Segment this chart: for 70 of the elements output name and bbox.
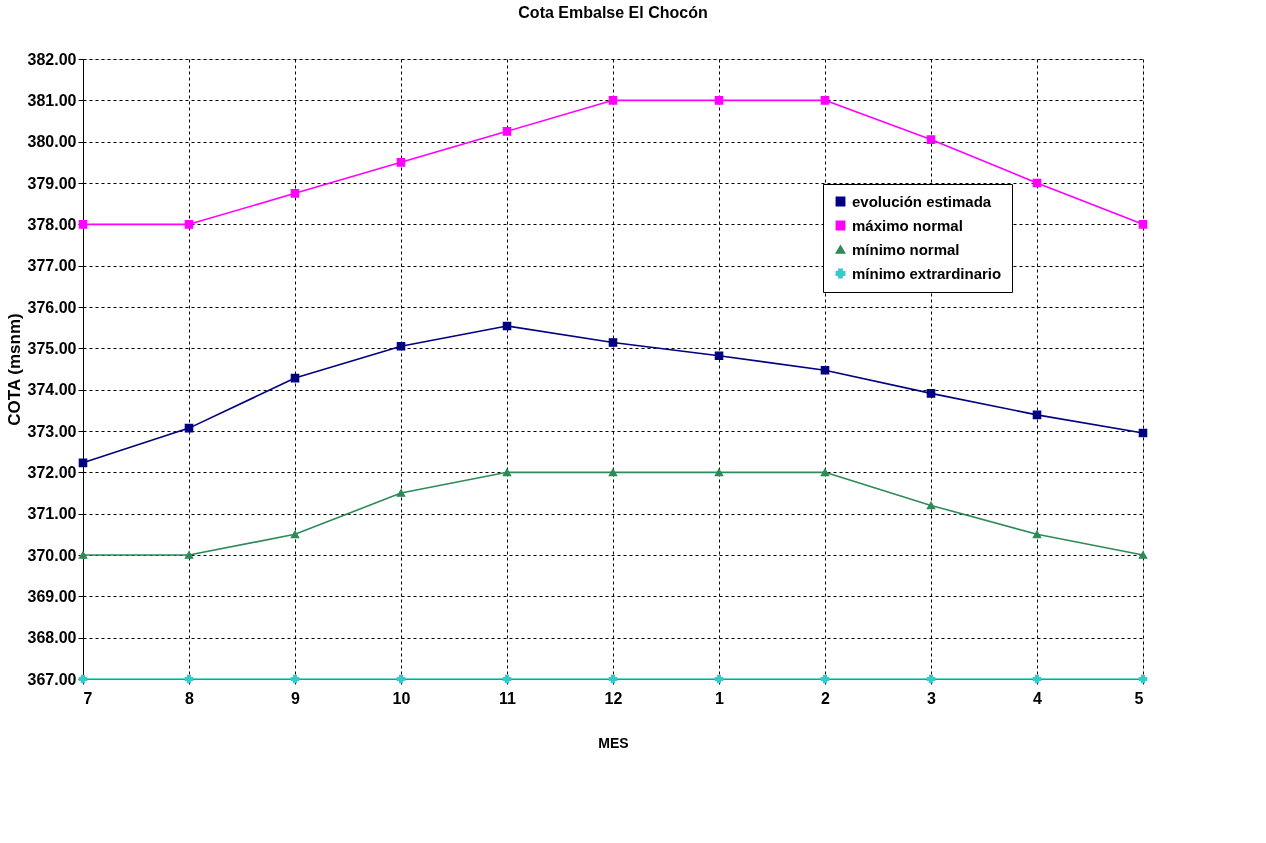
x-tick-label: 7 [83, 689, 93, 707]
y-tick-label: 378.00 [27, 215, 77, 233]
legend-label: máximo normal [852, 216, 963, 234]
x-tick-label: 8 [185, 689, 195, 707]
point [290, 189, 300, 198]
legend-label: mínimo extrardinario [852, 264, 1002, 282]
point [820, 365, 830, 375]
chart-title: Cota Embalse El Chocón [518, 4, 708, 21]
point [396, 158, 406, 167]
point [184, 674, 194, 684]
point [820, 468, 830, 477]
point [396, 341, 406, 351]
y-tick-label: 376.00 [27, 298, 77, 316]
point [184, 551, 194, 559]
x-tick-label: 4 [1033, 689, 1043, 707]
point [820, 674, 830, 684]
x-tick-label: 10 [392, 689, 411, 707]
x-tick-label: 9 [291, 689, 301, 707]
point [714, 468, 724, 477]
y-tick-label: 374.00 [27, 381, 77, 399]
legend-label: mínimo normal [852, 240, 960, 258]
y-tick-label: 375.00 [27, 339, 77, 357]
point [608, 468, 618, 477]
point [502, 127, 512, 136]
point [78, 458, 88, 468]
y-tick-label: 372.00 [27, 463, 77, 481]
y-tick-label: 380.00 [27, 133, 77, 151]
point [926, 389, 936, 398]
y-tick-label: 367.00 [27, 670, 77, 688]
point [926, 674, 936, 684]
y-tick-label: 379.00 [27, 174, 77, 192]
x-tick-label: 12 [604, 689, 623, 707]
x-tick-label: 1 [715, 689, 725, 707]
x-tick-label: 3 [927, 689, 937, 707]
point [184, 220, 194, 229]
y-tick-label: 368.00 [27, 629, 77, 647]
y-tick-label: 377.00 [27, 257, 77, 275]
point [1138, 551, 1148, 559]
point [608, 96, 618, 105]
y-tick-label: 373.00 [27, 422, 77, 440]
y-tick-label: 382.00 [27, 50, 77, 68]
y-axis-title: COTA (msnm) [4, 313, 24, 426]
x-axis-title: MES [598, 734, 629, 751]
point [290, 674, 300, 684]
point [502, 674, 512, 684]
legend-label: evolución estimada [852, 192, 992, 210]
x-tick-label: 11 [499, 689, 517, 707]
point [78, 220, 88, 229]
point [714, 351, 724, 361]
y-tick-label: 371.00 [27, 505, 77, 523]
point [714, 674, 724, 684]
point [1032, 674, 1042, 684]
point [502, 468, 512, 477]
point [926, 135, 936, 144]
point [396, 674, 406, 684]
point [1138, 220, 1148, 229]
point [608, 338, 618, 347]
point [396, 489, 406, 497]
point [714, 96, 724, 105]
point [78, 551, 88, 559]
point [290, 530, 300, 539]
point [1032, 530, 1042, 539]
y-tick-label: 369.00 [27, 587, 77, 605]
x-tick-label: 5 [1134, 689, 1144, 707]
y-tick-label: 381.00 [27, 91, 77, 109]
point [608, 674, 618, 684]
y-tick-label: 370.00 [27, 546, 77, 564]
point [820, 96, 830, 105]
point [926, 501, 936, 510]
x-tick-label: 2 [821, 689, 831, 707]
